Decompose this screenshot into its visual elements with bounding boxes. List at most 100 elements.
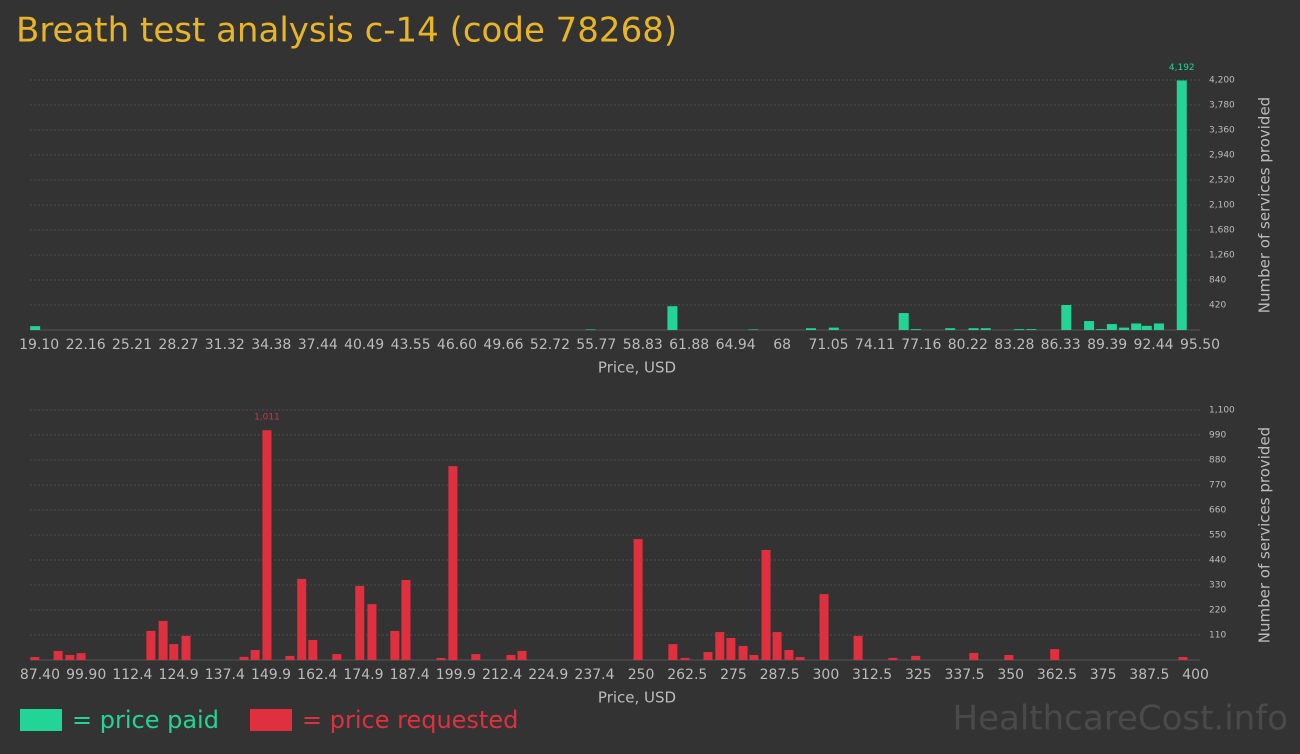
- bar: [888, 657, 898, 660]
- x-tick-label: 112.4: [112, 667, 152, 683]
- y-tick-label: 2,940: [1209, 151, 1235, 161]
- y-tick-label: 110: [1209, 631, 1226, 641]
- x-tick-label: 237.4: [574, 667, 614, 683]
- y-tick-label: 220: [1209, 606, 1226, 616]
- bar: [1004, 655, 1014, 660]
- bar: [898, 313, 909, 330]
- legend-swatch: [250, 709, 292, 731]
- x-tick-label: 149.9: [251, 667, 291, 683]
- bar: [1014, 329, 1025, 330]
- x-tick-label: 212.4: [482, 667, 522, 683]
- x-tick-label: 55.77: [576, 337, 616, 353]
- bar: [367, 604, 377, 660]
- x-tick-label: 137.4: [205, 667, 245, 683]
- x-tick-label: 28.27: [158, 337, 198, 353]
- x-axis-title: Price, USD: [598, 359, 676, 377]
- bar: [401, 580, 411, 660]
- bar: [911, 655, 921, 660]
- y-tick-label: 4,200: [1209, 76, 1235, 86]
- bar: [30, 657, 40, 660]
- bar: [667, 306, 678, 330]
- x-tick-label: 86.33: [1041, 337, 1081, 353]
- bar: [853, 635, 863, 660]
- bar: [668, 644, 678, 660]
- bar: [76, 653, 86, 660]
- x-tick-label: 52.72: [530, 337, 570, 353]
- y-tick-label: 880: [1209, 456, 1226, 466]
- y-axis-title: Number of services provided: [1256, 97, 1274, 313]
- bar: [761, 550, 771, 660]
- y-tick-label: 2,100: [1209, 201, 1235, 211]
- x-tick-label: 162.4: [297, 667, 337, 683]
- bar: [1050, 649, 1060, 660]
- x-tick-label: 77.16: [901, 337, 941, 353]
- bar: [506, 655, 516, 660]
- bar: [390, 630, 400, 660]
- x-tick-label: 71.05: [808, 337, 848, 353]
- bar: [945, 328, 956, 330]
- bar: [749, 655, 759, 660]
- bar: [680, 657, 690, 660]
- x-tick-label: 99.90: [66, 667, 106, 683]
- y-tick-label: 990: [1209, 431, 1226, 441]
- bar: [772, 632, 782, 660]
- bar: [795, 657, 805, 660]
- x-tick-label: 387.5: [1129, 667, 1169, 683]
- x-tick-label: 80.22: [948, 337, 988, 353]
- x-tick-label: 174.9: [343, 667, 383, 683]
- bar: [1153, 323, 1164, 330]
- bar: [1176, 80, 1187, 330]
- bar: [1119, 327, 1130, 330]
- bar: [969, 652, 979, 660]
- x-tick-label: 350: [997, 667, 1024, 683]
- bar: [355, 585, 365, 660]
- x-tick-label: 43.55: [391, 337, 431, 353]
- bar: [65, 655, 75, 660]
- x-tick-label: 124.9: [159, 667, 199, 683]
- bar: [181, 635, 191, 660]
- bar: [250, 650, 260, 660]
- bar: [968, 328, 979, 330]
- legend-swatch: [20, 709, 62, 731]
- bar: [517, 650, 527, 660]
- x-tick-label: 46.60: [437, 337, 477, 353]
- y-tick-label: 440: [1209, 556, 1226, 566]
- x-tick-label: 300: [813, 667, 840, 683]
- bar: [585, 329, 596, 330]
- x-tick-label: 95.50: [1180, 337, 1220, 353]
- bar: [169, 644, 179, 660]
- bar: [1131, 323, 1142, 330]
- y-axis-title: Number of services provided: [1256, 427, 1274, 643]
- bar: [1084, 321, 1095, 330]
- bar: [748, 329, 759, 330]
- x-tick-label: 83.28: [994, 337, 1034, 353]
- watermark: HealthcareCost.info: [953, 699, 1288, 739]
- bar: [1106, 324, 1117, 330]
- y-tick-label: 1,680: [1209, 226, 1235, 236]
- x-tick-label: 262.5: [667, 667, 707, 683]
- bar: [738, 645, 748, 660]
- bar: [980, 328, 991, 330]
- x-tick-label: 337.5: [944, 667, 984, 683]
- value-label: 4,192: [1169, 63, 1195, 73]
- x-tick-label: 25.21: [112, 337, 152, 353]
- x-tick-label: 22.16: [66, 337, 106, 353]
- x-tick-label: 287.5: [760, 667, 800, 683]
- bar: [1178, 657, 1188, 660]
- bar: [819, 594, 829, 660]
- y-tick-label: 1,260: [1209, 251, 1235, 261]
- bar: [262, 430, 272, 660]
- x-tick-label: 250: [628, 667, 655, 683]
- bar: [633, 539, 643, 660]
- bar: [1061, 305, 1072, 330]
- bar: [448, 466, 458, 660]
- bar: [297, 578, 307, 660]
- y-tick-label: 2,520: [1209, 176, 1235, 186]
- x-tick-label: 61.88: [669, 337, 709, 353]
- bar: [828, 327, 839, 330]
- y-tick-label: 550: [1209, 531, 1226, 541]
- bar: [30, 326, 41, 330]
- x-tick-label: 64.94: [716, 337, 756, 353]
- x-tick-label: 34.38: [251, 337, 291, 353]
